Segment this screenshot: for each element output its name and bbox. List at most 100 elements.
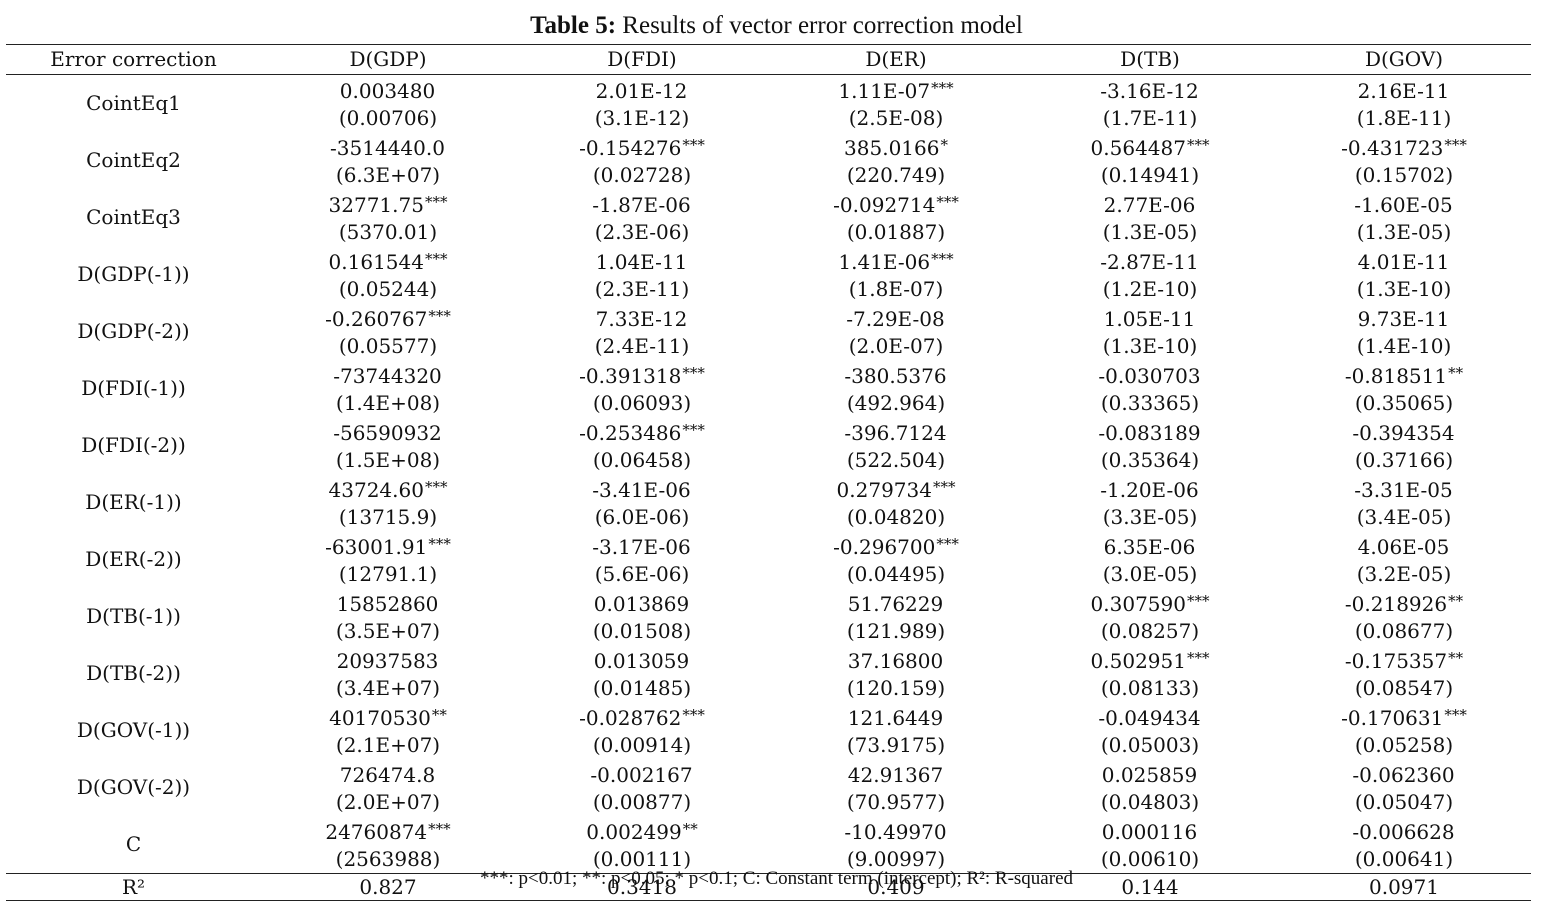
significance-marker: *** [936,193,959,211]
standard-error-cell: (1.3E-05) [1356,220,1452,244]
significance-marker: *** [936,535,959,553]
coefficient-value: 24760874 [325,820,428,844]
coefficient-cell: 0.003480 [261,75,515,106]
coefficient-cell: -0.154276*** [515,132,769,162]
coefficient-value: -0.818511 [1344,364,1448,388]
standard-error-cell: (2.3E-11) [594,277,690,301]
coefficient-value: 726474.8 [339,763,436,787]
standard-error-cell: (0.05577) [338,334,438,358]
coefficient-value: 2.16E-11 [1357,79,1450,103]
coefficient-cell: 15852860 [261,588,515,618]
r-squared-row: R² 0.827 0.3418 0.409 0.144 0.0971 [6,873,1531,901]
standard-error-cell: (1.8E-11) [1356,106,1452,130]
coefficient-cell: -3.31E-05 [1277,474,1531,504]
row-label: D(GOV(-2)) [76,775,191,799]
standard-error-cell: (3.1E-12) [594,106,690,130]
standard-error-cell: (0.04495) [846,562,946,586]
standard-error-row: (2563988) (0.00111) (9.00997) (0.00610) (0.0… [6,846,1531,874]
coefficient-cell: -56590932 [261,417,515,447]
r-squared-value: 0.0971 [1277,873,1531,901]
significance-marker: *** [682,136,705,154]
significance-marker: *** [424,193,448,211]
standard-error-cell: (0.00111) [592,847,692,871]
significance-marker: *** [682,421,705,439]
coefficient-cell: -0.296700*** [769,531,1023,561]
coefficient-value: 0.502951 [1090,649,1186,673]
coefficient-cell: 2.16E-11 [1277,75,1531,106]
row-label: D(FDI(-2)) [81,433,186,457]
table-header-row: Error correction D(GDP) D(FDI) D(ER) D(T… [6,44,1531,75]
coefficient-cell: -0.028762*** [515,702,769,732]
coefficient-cell: 7.33E-12 [515,303,769,333]
coefficient-value: 51.76229 [847,592,944,616]
standard-error-row: (3.4E+07) (0.01485) (120.159) (0.08133) (0.0… [6,675,1531,702]
standard-error-cell: (3.0E-05) [1102,562,1198,586]
significance-marker: *** [424,250,448,268]
coefficient-cell: 121.6449 [769,702,1023,732]
standard-error-row: (0.05244) (2.3E-11) (1.8E-07) (1.2E-10) (1.3… [6,276,1531,303]
vecm-results-table: Error correction D(GDP) D(FDI) D(ER) D(T… [6,44,1531,901]
row-label: CointEq3 [86,205,181,229]
r-squared-value: 0.3418 [515,873,769,901]
standard-error-cell: (0.05003) [1100,733,1200,757]
coefficient-cell: -0.175357** [1277,645,1531,675]
coefficient-value: -0.394354 [1352,421,1455,445]
coefficient-cell: 1.04E-11 [515,246,769,276]
coefficient-value: 0.013869 [593,592,690,616]
standard-error-cell: (220.749) [846,163,946,187]
coefficient-value: -56590932 [333,421,442,445]
r-squared-value: 0.827 [261,873,515,901]
standard-error-cell: (0.35364) [1100,448,1200,472]
coefficient-cell: 1.41E-06*** [769,246,1023,276]
coefficient-row: D(GDP(-2)) -0.260767*** 7.33E-12 -7.29E-08 1… [6,303,1531,343]
row-label: CointEq2 [86,148,181,172]
row-label: D(GOV(-1)) [76,718,191,742]
standard-error-row: (5370.01) (2.3E-06) (0.01887) (1.3E-05) (1.3… [6,219,1531,246]
coefficient-value: 0.002499 [586,820,682,844]
coefficient-value: 43724.60 [328,478,424,502]
table-caption: Table 5: Results of vector error correct… [0,9,1553,43]
standard-error-cell: (1.5E+08) [335,448,441,472]
standard-error-cell: (120.159) [846,676,946,700]
coefficient-cell: 43724.60*** [261,474,515,504]
coefficient-value: -0.062360 [1352,763,1455,787]
coefficient-value: -1.87E-06 [592,193,691,217]
coefficient-cell: 2.01E-12 [515,75,769,106]
significance-marker: *** [428,535,451,553]
coefficient-value: 0.161544 [328,250,424,274]
coefficient-value: 6.35E-06 [1103,535,1196,559]
coefficient-row: D(FDI(-1)) -73744320 -0.391318*** -380.5376… [6,360,1531,400]
coefficient-cell: -0.030703 [1023,360,1277,390]
standard-error-cell: (1.4E+08) [335,391,441,415]
standard-error-cell: (5.6E-06) [594,562,690,586]
coefficient-cell: -396.7124 [769,417,1023,447]
coefficient-cell: 4.01E-11 [1277,246,1531,276]
significance-marker: *** [428,307,451,325]
coefficient-value: -10.49970 [844,820,947,844]
coefficient-value: 2.77E-06 [1103,193,1196,217]
table-body: CointEq1 0.003480 2.01E-12 1.11E-07*** -3.16… [6,75,1531,901]
coefficient-cell: 20937583 [261,645,515,675]
coefficient-cell: 32771.75*** [261,189,515,219]
coefficient-value: -0.218926 [1344,592,1448,616]
coefficient-value: -0.002167 [590,763,693,787]
standard-error-cell: (0.08257) [1100,619,1200,643]
significance-marker: *** [1186,136,1210,154]
coefficient-value: 1.41E-06 [838,250,931,274]
coefficient-row: D(ER(-1)) 43724.60*** -3.41E-06 0.279734***… [6,474,1531,514]
standard-error-cell: (0.14941) [1100,163,1200,187]
coefficient-value: -2.87E-11 [1100,250,1199,274]
standard-error-cell: (0.33365) [1100,391,1200,415]
coefficient-cell: -0.253486*** [515,417,769,447]
standard-error-cell: (0.37166) [1354,448,1454,472]
significance-marker: *** [682,706,705,724]
significance-marker: ** [431,706,447,724]
coefficient-value: -0.175357 [1344,649,1448,673]
standard-error-cell: (0.08677) [1354,619,1454,643]
standard-error-cell: (2563988) [335,847,441,871]
coefficient-cell: 1.05E-11 [1023,303,1277,333]
coefficient-value: -1.60E-05 [1354,193,1453,217]
coefficient-value: 0.000116 [1101,820,1198,844]
coefficient-row: CointEq3 32771.75*** -1.87E-06 -0.092714***… [6,189,1531,229]
